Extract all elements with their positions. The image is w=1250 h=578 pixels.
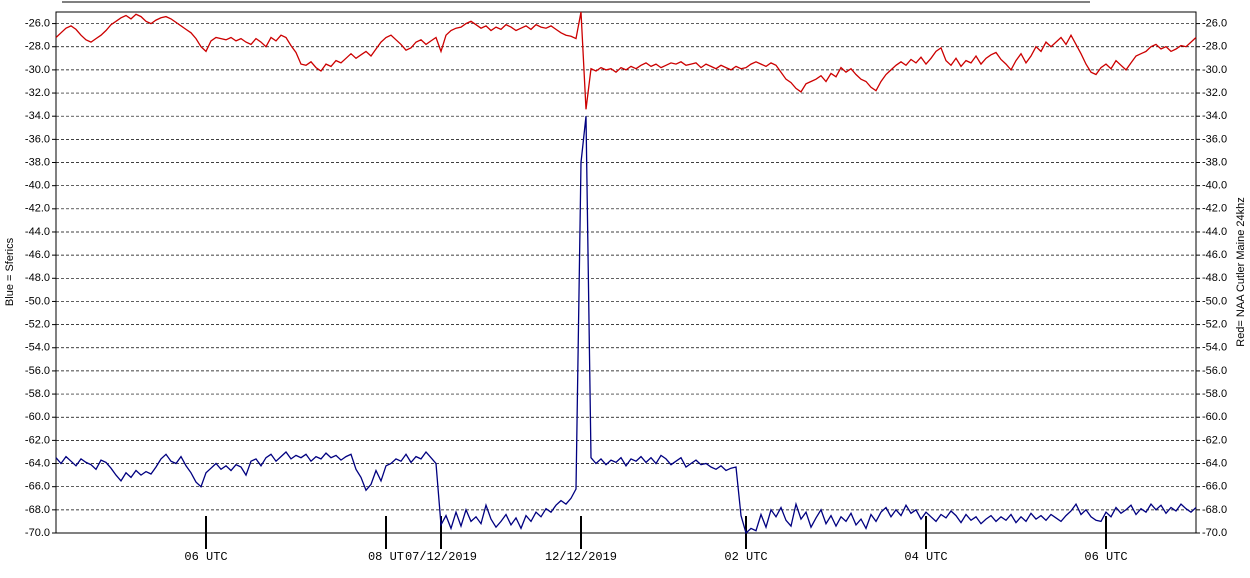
x-tick-label: 06 UTC xyxy=(1084,550,1127,564)
y-tick-label: -46.0 xyxy=(25,249,50,261)
y2-tick-label: -36.0 xyxy=(1202,133,1227,145)
y2-tick-label: -26.0 xyxy=(1202,17,1227,29)
y-tick-label: -36.0 xyxy=(25,133,50,145)
y-tick-label: -64.0 xyxy=(25,457,50,469)
y2-tick-label: -48.0 xyxy=(1202,272,1227,284)
y-tick-label: -26.0 xyxy=(25,17,50,29)
y2-tick-label: -34.0 xyxy=(1202,110,1227,122)
x-tick-label: 04 UTC xyxy=(904,550,947,564)
y2-tick-label: -38.0 xyxy=(1202,156,1227,168)
x-tick-label: 08 UT xyxy=(368,550,404,564)
y-tick-label: -58.0 xyxy=(25,388,50,400)
y-tick-label: -50.0 xyxy=(25,295,50,307)
y2-tick-label: -56.0 xyxy=(1202,365,1227,377)
y2-tick-label: -28.0 xyxy=(1202,41,1227,53)
x-tick-label: 12/12/2019 xyxy=(545,550,617,564)
y-tick-label: -60.0 xyxy=(25,411,50,423)
y-tick-label: -44.0 xyxy=(25,226,50,238)
x-tick-label: 06 UTC xyxy=(184,550,227,564)
y2-tick-label: -42.0 xyxy=(1202,203,1227,215)
y-tick-label: -42.0 xyxy=(25,203,50,215)
y-tick-label: -40.0 xyxy=(25,180,50,192)
y-tick-label: -54.0 xyxy=(25,342,50,354)
y-tick-label: -70.0 xyxy=(25,527,50,539)
y2-axis-label: Red= NAA Cutler Maine 24khz xyxy=(1235,197,1247,347)
x-tick-label: 02 UTC xyxy=(724,550,767,564)
x-tick-label: 07/12/2019 xyxy=(405,550,477,564)
y2-tick-label: -68.0 xyxy=(1202,504,1227,516)
y2-tick-label: -60.0 xyxy=(1202,411,1227,423)
y-tick-label: -38.0 xyxy=(25,156,50,168)
y2-tick-label: -54.0 xyxy=(1202,342,1227,354)
y2-tick-label: -40.0 xyxy=(1202,180,1227,192)
y2-tick-label: -50.0 xyxy=(1202,295,1227,307)
y-tick-label: -52.0 xyxy=(25,319,50,331)
y-tick-label: -56.0 xyxy=(25,365,50,377)
y-tick-label: -28.0 xyxy=(25,41,50,53)
y2-tick-label: -46.0 xyxy=(1202,249,1227,261)
y2-tick-label: -44.0 xyxy=(1202,226,1227,238)
y-tick-label: -32.0 xyxy=(25,87,50,99)
series-line xyxy=(55,116,1197,535)
y-tick-label: -48.0 xyxy=(25,272,50,284)
y-axis-label: Blue = Sferics xyxy=(4,237,16,306)
y-tick-label: -66.0 xyxy=(25,481,50,493)
y2-tick-label: -70.0 xyxy=(1202,527,1227,539)
y-tick-label: -30.0 xyxy=(25,64,50,76)
y2-tick-label: -62.0 xyxy=(1202,434,1227,446)
series-line xyxy=(55,11,1197,110)
y-tick-label: -68.0 xyxy=(25,504,50,516)
y2-tick-label: -52.0 xyxy=(1202,319,1227,331)
y2-tick-label: -58.0 xyxy=(1202,388,1227,400)
y2-tick-label: -64.0 xyxy=(1202,457,1227,469)
y-tick-label: -34.0 xyxy=(25,110,50,122)
plot-frame xyxy=(55,11,1197,534)
y-tick-label: -62.0 xyxy=(25,434,50,446)
y2-tick-label: -66.0 xyxy=(1202,481,1227,493)
y2-tick-label: -30.0 xyxy=(1202,64,1227,76)
y2-tick-label: -32.0 xyxy=(1202,87,1227,99)
